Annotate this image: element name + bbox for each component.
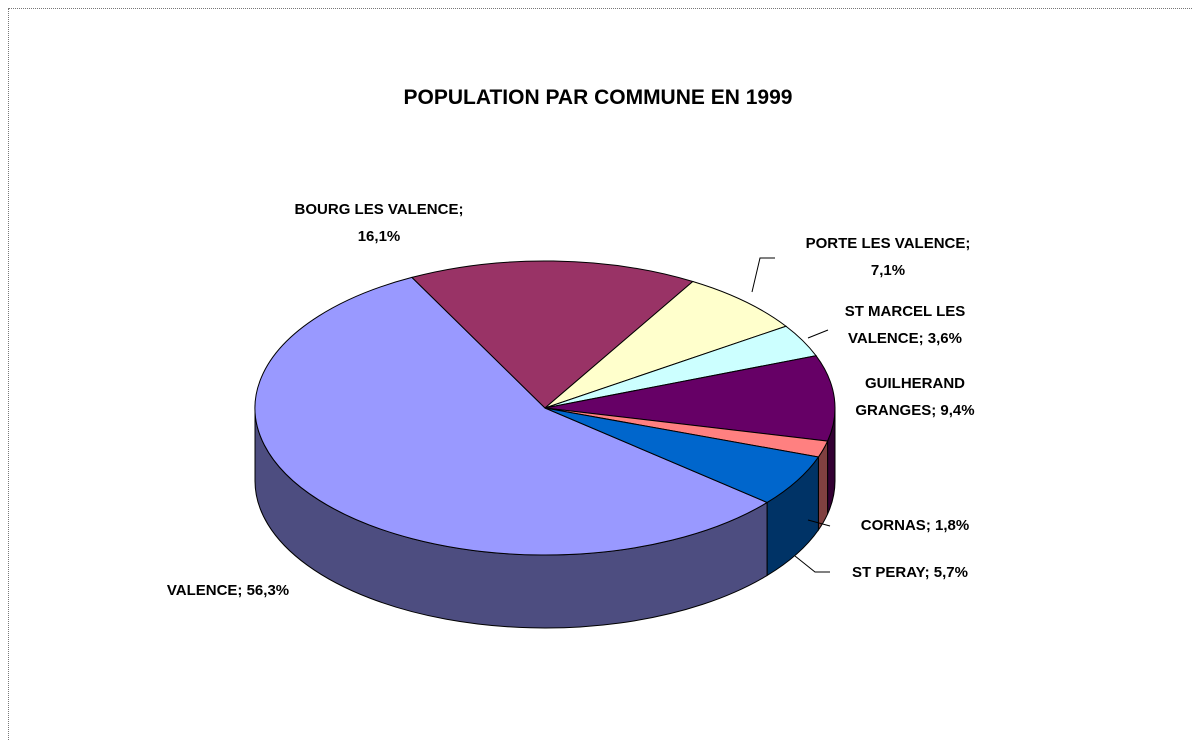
label-category: VALENCE	[166, 582, 238, 599]
label-separator: ;	[458, 201, 464, 218]
label-category: PORTE LES VALENCE	[805, 235, 966, 252]
slice	[544, 355, 836, 442]
chart-frame	[8, 8, 1192, 740]
label-value: 3,6%	[927, 330, 962, 347]
label-value: 7,1%	[870, 262, 906, 279]
data-label: ST MARCEL LES VALENCE; 3,6%	[825, 298, 985, 352]
label-category: CORNAS	[860, 517, 926, 534]
data-label: CORNAS; 1,8%	[765, 512, 1065, 539]
label-separator: ;	[924, 564, 930, 581]
label-category: ST MARCEL LES VALENCE	[844, 303, 966, 347]
leader-line	[751, 257, 775, 293]
data-label: BOURG LES VALENCE; 16,1%	[284, 196, 474, 250]
label-value: 5,7%	[933, 564, 968, 581]
slice	[410, 260, 694, 409]
data-label: ST PERAY; 5,7%	[760, 559, 1060, 586]
data-label: GUILHERAND GRANGES; 9,4%	[840, 370, 990, 424]
label-value: 9,4%	[940, 402, 975, 419]
label-separator: ;	[931, 402, 937, 419]
label-value: 1,8%	[934, 517, 970, 534]
data-label: PORTE LES VALENCE; 7,1%	[788, 230, 988, 284]
label-value: 56,3%	[246, 582, 290, 599]
leader-lines	[751, 257, 831, 573]
label-category: ST PERAY	[852, 564, 925, 581]
label-value: 16,1%	[357, 228, 401, 245]
leader-line	[794, 555, 830, 573]
label-category: BOURG LES VALENCE	[294, 201, 459, 218]
label-separator: ;	[925, 517, 931, 534]
label-category: GUILHERAND GRANGES	[855, 375, 965, 419]
data-label: VALENCE; 56,3%	[78, 577, 378, 604]
label-separator: ;	[965, 235, 971, 252]
leader-line	[807, 329, 829, 339]
leader-line	[807, 519, 831, 527]
chart-title: POPULATION PAR COMMUNE EN 1999	[403, 86, 793, 109]
slice	[544, 407, 820, 504]
label-separator: ;	[918, 330, 924, 347]
label-separator: ;	[237, 582, 243, 599]
slice	[254, 276, 769, 556]
slice	[544, 280, 788, 409]
